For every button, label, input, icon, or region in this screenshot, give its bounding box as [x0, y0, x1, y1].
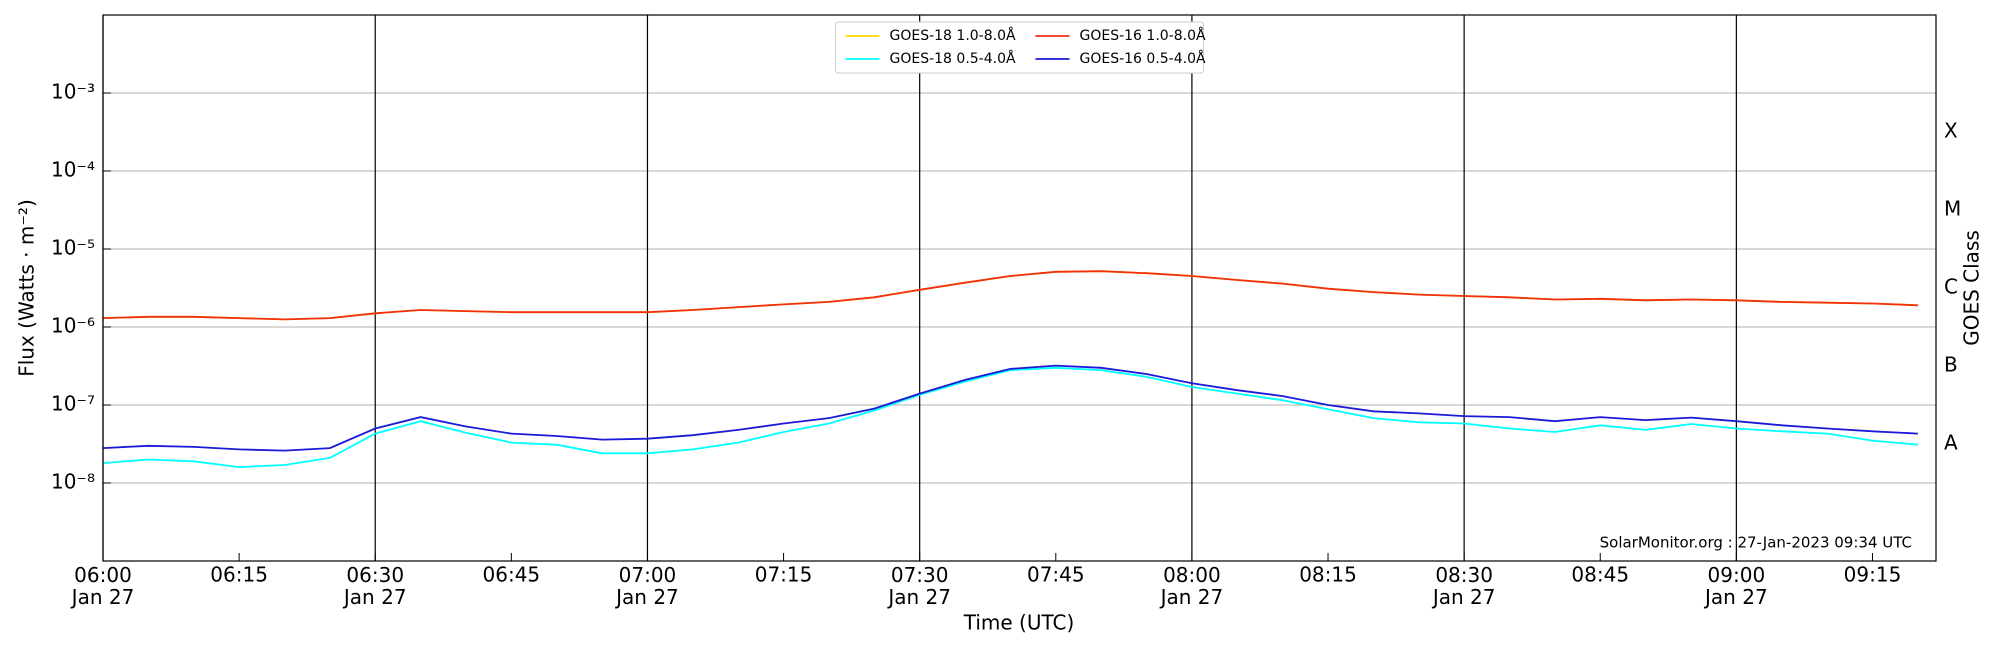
y2-tick-label: B	[1944, 353, 1958, 377]
y-axis-label: Flux (Watts · m⁻²)	[15, 199, 39, 377]
x-tick-label: 07:00 Jan 27	[614, 563, 679, 609]
x-tick-label: 06:30 Jan 27	[342, 563, 407, 609]
y-tick-label: 10⁻⁵	[51, 236, 95, 260]
legend-box	[835, 21, 1204, 74]
legend-label: GOES-18 0.5-4.0Å	[890, 50, 1016, 67]
y-tick-label: 10⁻⁶	[51, 314, 95, 338]
legend-label: GOES-18 1.0-8.0Å	[890, 27, 1016, 44]
series-line	[102, 270, 1918, 321]
series-line	[102, 366, 1918, 469]
x-tick-label: 09:00 Jan 27	[1703, 563, 1768, 609]
x-tick-label: 07:30 Jan 27	[886, 563, 951, 609]
y-tick-label: 10⁻³	[51, 80, 95, 104]
x-tick-label: 08:00 Jan 27	[1159, 563, 1224, 609]
x-tick-label: 06:15	[210, 563, 268, 587]
plot-frame	[102, 14, 1937, 562]
y2-tick-label: M	[1944, 197, 1961, 221]
x-tick-label: 08:30 Jan 27	[1431, 563, 1496, 609]
legend-label: GOES-16 0.5-4.0Å	[1080, 50, 1206, 67]
y2-axis-label: GOES Class	[1960, 230, 1984, 346]
series-line	[102, 364, 1918, 452]
y2-tick-label: X	[1944, 119, 1958, 143]
y2-tick-label: A	[1944, 431, 1958, 455]
legend-label: GOES-16 1.0-8.0Å	[1080, 27, 1206, 44]
x-tick-label: 08:45	[1571, 563, 1629, 587]
y-tick-label: 10⁻⁴	[51, 158, 95, 182]
annotation: SolarMonitor.org : 27-Jan-2023 09:34 UTC	[1600, 534, 1912, 552]
x-tick-label: 09:15	[1844, 563, 1902, 587]
y2-tick-label: C	[1944, 275, 1958, 299]
x-tick-label: 07:15	[755, 563, 813, 587]
x-axis-label: Time (UTC)	[963, 611, 1075, 635]
y-tick-label: 10⁻⁷	[51, 392, 95, 416]
x-tick-label: 06:45	[483, 563, 541, 587]
x-tick-label: 06:00 Jan 27	[70, 563, 135, 609]
y-tick-label: 10⁻⁸	[51, 470, 95, 494]
x-tick-label: 08:15	[1299, 563, 1357, 587]
x-tick-label: 07:45	[1027, 563, 1085, 587]
